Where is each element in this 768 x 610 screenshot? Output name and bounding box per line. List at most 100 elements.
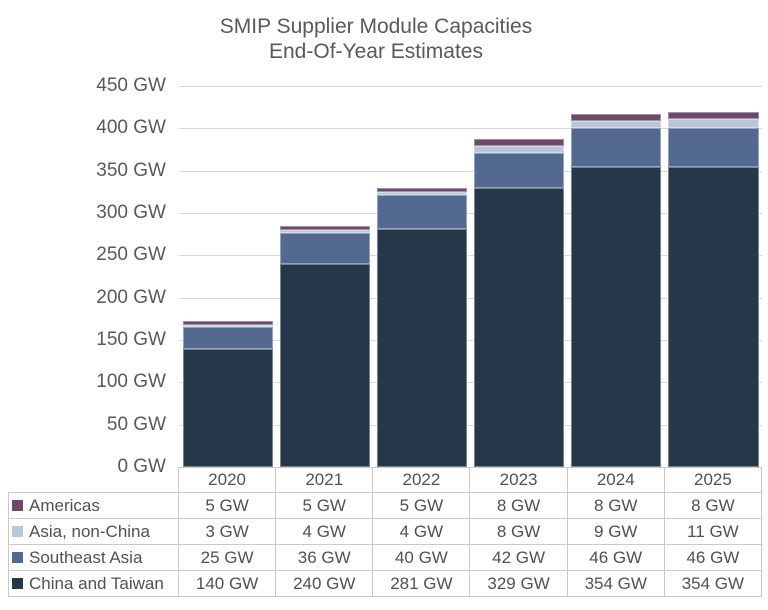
table-value-southeast-asia-2020: 25 GW — [179, 545, 277, 571]
y-tick-label-300: 300 GW — [96, 202, 166, 223]
table-value-china-and-taiwan-2022: 281 GW — [373, 571, 471, 597]
gridline-100 — [179, 382, 762, 383]
legend-swatch-china-and-taiwan — [12, 578, 23, 589]
y-tick-label-450: 450 GW — [96, 75, 166, 96]
gridline-50 — [179, 425, 762, 426]
table-value-asia-non-china-2024: 9 GW — [567, 519, 665, 545]
table-year-header-2025: 2025 — [664, 467, 762, 493]
y-tick-label-200: 200 GW — [96, 287, 166, 308]
bar-segment-2025-asia-non-china — [668, 119, 759, 129]
gridline-250 — [179, 255, 762, 256]
legend-swatch-southeast-asia — [12, 552, 23, 563]
table-value-americas-2023: 8 GW — [470, 493, 568, 519]
table-year-header-2022: 2022 — [373, 467, 471, 493]
table-value-china-and-taiwan-2024: 354 GW — [567, 571, 665, 597]
bar-2021 — [279, 225, 370, 467]
table-value-asia-non-china-2022: 4 GW — [373, 519, 471, 545]
bar-segment-2024-china-and-taiwan — [571, 167, 662, 467]
gridline-300 — [179, 213, 762, 214]
bar-2023 — [474, 139, 565, 467]
bar-segment-2020-china-and-taiwan — [182, 348, 273, 467]
bar-slot-2022 — [373, 86, 470, 467]
bar-segment-2025-southeast-asia — [668, 128, 759, 168]
y-tick-label-250: 250 GW — [96, 244, 166, 265]
bar-segment-2021-china-and-taiwan — [279, 263, 370, 467]
bar-segment-2021-asia-non-china — [279, 229, 370, 234]
bar-segment-2023-asia-non-china — [474, 146, 565, 153]
table-value-asia-non-china-2021: 4 GW — [276, 519, 374, 545]
bar-segment-2021-americas — [279, 225, 370, 230]
table-value-china-and-taiwan-2023: 329 GW — [470, 571, 568, 597]
bar-2020 — [182, 320, 273, 467]
legend-swatch-americas — [12, 500, 23, 511]
table-year-header-2024: 2024 — [567, 467, 665, 493]
gridline-350 — [179, 171, 762, 172]
y-tick-label-0: 0 GW — [117, 456, 166, 477]
bar-segment-2022-americas — [376, 187, 468, 192]
bar-segment-2022-southeast-asia — [376, 195, 468, 230]
table-value-southeast-asia-2023: 42 GW — [470, 545, 568, 571]
table-year-header-2023: 2023 — [470, 467, 568, 493]
bar-segment-2025-china-and-taiwan — [668, 167, 759, 467]
plot-area — [179, 86, 762, 467]
bar-segment-2023-southeast-asia — [474, 152, 565, 189]
table-row-label-southeast-asia: Southeast Asia — [8, 545, 179, 571]
table-year-header-2020: 2020 — [179, 467, 277, 493]
bar-slot-2023 — [471, 86, 568, 467]
bar-segment-2020-americas — [182, 320, 273, 325]
gridline-150 — [179, 340, 762, 341]
table-value-southeast-asia-2022: 40 GW — [373, 545, 471, 571]
y-tick-label-150: 150 GW — [96, 329, 166, 350]
gridline-200 — [179, 298, 762, 299]
legend-label-americas: Americas — [29, 495, 100, 515]
bar-segment-2023-china-and-taiwan — [474, 188, 565, 467]
table-value-americas-2022: 5 GW — [373, 493, 471, 519]
bar-segment-2021-southeast-asia — [279, 233, 370, 264]
bar-segment-2020-asia-non-china — [182, 324, 273, 328]
legend-label-southeast-asia: Southeast Asia — [29, 547, 143, 567]
bar-segment-2024-southeast-asia — [571, 128, 662, 168]
bar-slot-2024 — [568, 86, 665, 467]
bar-segment-2024-americas — [571, 114, 662, 121]
y-tick-label-100: 100 GW — [96, 371, 166, 392]
bar-slot-2020 — [179, 86, 276, 467]
table-value-asia-non-china-2020: 3 GW — [179, 519, 277, 545]
y-tick-label-350: 350 GW — [96, 160, 166, 181]
data-table: 2020 2021 2022 2023 2024 2025 Americas 5 GW 5 GW… — [8, 467, 762, 597]
table-value-americas-2024: 8 GW — [567, 493, 665, 519]
y-tick-label-400: 400 GW — [96, 117, 166, 138]
table-value-china-and-taiwan-2025: 354 GW — [664, 571, 762, 597]
gridline-400 — [179, 128, 762, 129]
table-value-americas-2021: 5 GW — [276, 493, 374, 519]
table-year-header-2021: 2021 — [276, 467, 374, 493]
table-row-label-china-and-taiwan: China and Taiwan — [8, 571, 179, 597]
table-value-asia-non-china-2025: 11 GW — [664, 519, 762, 545]
table-value-china-and-taiwan-2020: 140 GW — [179, 571, 277, 597]
gridline-450 — [179, 86, 762, 87]
bar-2022 — [376, 187, 468, 467]
legend-label-asia-non-china: Asia, non-China — [29, 521, 150, 541]
bar-segment-2022-china-and-taiwan — [376, 229, 468, 467]
table-value-southeast-asia-2025: 46 GW — [664, 545, 762, 571]
table-value-china-and-taiwan-2021: 240 GW — [276, 571, 374, 597]
bar-slot-2021 — [276, 86, 373, 467]
bar-2024 — [571, 114, 662, 467]
table-value-americas-2025: 8 GW — [664, 493, 762, 519]
table-value-asia-non-china-2023: 8 GW — [470, 519, 568, 545]
bar-segment-2025-americas — [668, 112, 759, 120]
chart-title-line1: SMIP Supplier Module Capacities — [219, 15, 533, 38]
table-row-label-asia-non-china: Asia, non-China — [8, 519, 179, 545]
table-corner-cell — [8, 467, 179, 493]
table-row-label-americas: Americas — [8, 493, 179, 519]
legend-label-china-and-taiwan: China and Taiwan — [29, 573, 164, 593]
chart-title: SMIP Supplier Module Capacities End-Of-Y… — [0, 14, 752, 64]
bar-2025 — [668, 112, 759, 467]
y-tick-label-50: 50 GW — [106, 414, 166, 435]
table-value-americas-2020: 5 GW — [179, 493, 277, 519]
bar-segment-2023-americas — [474, 139, 565, 147]
bar-segment-2020-southeast-asia — [182, 327, 273, 349]
bar-segment-2022-asia-non-china — [376, 191, 468, 196]
legend-swatch-asia-non-china — [12, 526, 23, 537]
chart-title-line2: End-Of-Year Estimates — [269, 40, 483, 63]
